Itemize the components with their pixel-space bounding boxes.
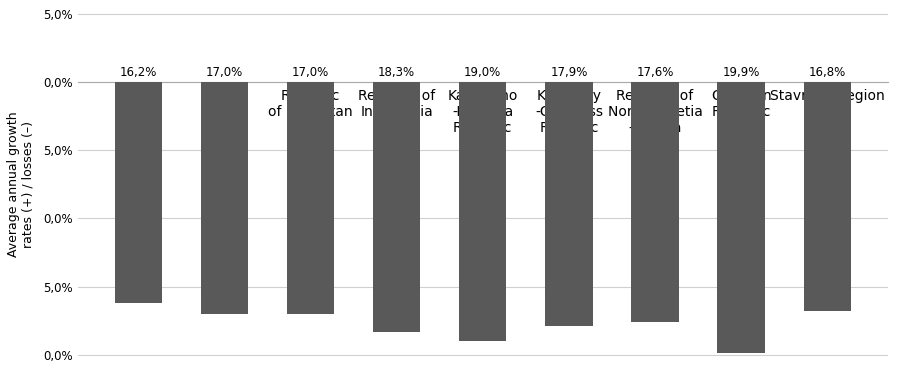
Bar [545,82,592,326]
Bar [804,82,851,311]
Bar [459,82,507,341]
Bar [373,82,420,332]
Text: 17,6%: 17,6% [636,66,674,79]
Text: 16,8%: 16,8% [809,66,846,79]
Text: 17,0%: 17,0% [206,66,243,79]
Bar [631,82,679,322]
Text: 18,3%: 18,3% [378,66,415,79]
Text: 17,0%: 17,0% [292,66,329,79]
Text: 17,9%: 17,9% [550,66,588,79]
Text: 19,0%: 19,0% [464,66,501,79]
Bar [287,82,334,314]
Y-axis label: Average annual growth
rates (+) / losses (–): Average annual growth rates (+) / losses… [7,111,35,257]
Text: 19,9%: 19,9% [723,66,760,79]
Text: 16,2%: 16,2% [120,66,157,79]
Bar [717,82,765,353]
Bar [201,82,248,314]
Bar [114,82,162,303]
